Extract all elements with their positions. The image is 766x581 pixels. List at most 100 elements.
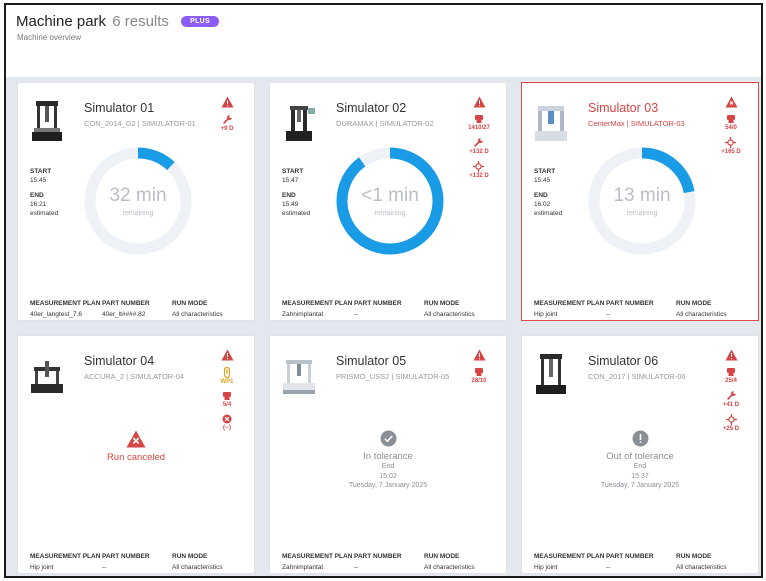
indicator[interactable] [221,349,234,361]
machine-image [28,98,66,144]
part-value: -- [606,564,611,571]
start-time: 15:45 [534,177,551,184]
indicator-list: +9 D [212,96,242,138]
mode-header: RUN MODE [424,300,460,307]
indicator[interactable]: 54/0 [725,114,737,131]
page-title-text: Machine park [16,13,107,30]
status-label: In tolerance [363,451,413,462]
mode-column: RUN MODE All characteristics [172,553,223,571]
mode-header: RUN MODE [172,300,208,307]
part-column: PART NUMBER 40er_lt####.82 [102,300,150,318]
indicator[interactable] [473,349,486,361]
part-value: -- [354,564,359,571]
start-label: START [30,168,52,175]
estimated-label: estimated [534,210,563,217]
part-header: PART NUMBER [102,300,150,307]
mode-column: RUN MODE All characteristics [676,553,727,571]
error-triangle-icon [725,96,738,108]
machine-image [280,351,318,397]
mode-column: RUN MODE All characteristics [172,300,223,318]
mode-value: All characteristics [676,311,727,318]
progress-ring [586,145,698,257]
indicator[interactable] [221,96,234,108]
machine-name[interactable]: Simulator 02 [336,101,407,115]
progress-ring [334,145,446,257]
indicator[interactable]: +165 D [721,137,741,155]
machine-model: CenterMax | SIMULATOR-03 [588,119,685,128]
wrench-icon [222,114,233,125]
start-time: 15:45 [30,177,47,184]
indicator[interactable]: 28/10 [471,367,487,384]
machine-name[interactable]: Simulator 04 [84,354,155,368]
clamp-icon [223,367,231,378]
indicator-value: 28/10 [471,378,487,384]
machine-card[interactable]: Simulator 06 CON_2017 | SIMULATOR-06 25/4 +… [521,335,759,574]
indicator[interactable]: +25 D [723,414,739,432]
plan-header: MEASUREMENT PLAN [30,300,101,307]
machine-card[interactable]: Simulator 03 CenterMax | SIMULATOR-03 54/0… [521,82,759,321]
progress-ring-label: 32 min remaining [82,145,194,257]
remaining-time: 13 min [613,185,671,206]
machine-model: PRISMO_USS2 | SIMULATOR-05 [336,372,450,381]
estimated-label: estimated [282,210,311,217]
indicator-value: 54/0 [725,125,737,131]
remaining-time: <1 min [361,185,419,206]
error-triangle-icon [126,430,146,448]
machine-name[interactable]: Simulator 01 [84,101,155,115]
machine-card[interactable]: Simulator 04 ACCURA_2 | SIMULATOR-04 WP1 5/… [17,335,255,574]
progress-ring [82,145,194,257]
indicator[interactable]: 5/4 [222,391,232,408]
page-subtitle: Machine overview [17,33,82,42]
part-value: -- [102,564,107,571]
indicator-value: 1410/27 [468,125,490,131]
run-times: START 15:45 END 16:02 estimated [534,167,562,218]
mode-value: All characteristics [424,564,475,571]
indicator[interactable]: +9 D [220,114,234,132]
end-label: End [381,463,395,470]
part-header: PART NUMBER [354,300,402,307]
machine-card[interactable]: Simulator 01 CON_2014_G2 | SIMULATOR-01 +9… [17,82,255,321]
plan-column: MEASUREMENT PLAN Hip joint [30,553,100,571]
machine-model: CON_2017 | SIMULATOR-06 [588,372,686,381]
indicator-value: +165 D [721,149,741,155]
machine-name[interactable]: Simulator 05 [336,354,407,368]
plan-value: Zahnimplantat [282,564,324,571]
part-value: 40er_lt####.82 [102,311,146,318]
page-header: Machine park 6 results PLUS Machine over… [6,5,761,77]
indicator[interactable]: WP1 [220,367,234,385]
remaining-label: remaining [626,210,658,217]
machine-card[interactable]: Simulator 05 PRISMO_USS2 | SIMULATOR-05 28… [269,335,507,574]
exclamation-circle-icon [632,430,648,447]
indicator[interactable] [725,96,738,108]
machine-image [280,98,318,144]
end-time: 15:02 [379,472,397,480]
indicator[interactable] [725,349,738,361]
machine-card[interactable]: Simulator 02 DURAMAX | SIMULATOR-02 1410/2… [269,82,507,321]
part-column: PART NUMBER -- [606,553,654,571]
warning-triangle-icon [221,349,234,361]
plan-header: MEASUREMENT PLAN [282,553,353,560]
indicator-value: WP1 [220,379,234,385]
indicator[interactable]: +41 D [723,390,739,408]
plan-value: Zahnimplantat [282,311,324,318]
indicator[interactable]: 1410/27 [468,114,490,131]
start-time: 15:47 [282,177,299,184]
indicator[interactable] [473,96,486,108]
machine-model: CON_2014_G2 | SIMULATOR-01 [84,119,196,128]
start-label: START [534,168,556,175]
plan-column: MEASUREMENT PLAN Hip joint [534,553,604,571]
indicator[interactable]: +132 D [469,161,489,179]
indicator-value: +25 D [722,426,740,432]
part-column: PART NUMBER -- [102,553,150,571]
plan-column: MEASUREMENT PLAN Zahnimplantat [282,553,352,571]
indicator-value: +132 D [469,149,489,155]
machine-name[interactable]: Simulator 06 [588,354,659,368]
indicator-value: +9 D [220,126,234,132]
wrench-icon [726,390,737,401]
indicator[interactable]: 25/4 [725,367,737,384]
mode-header: RUN MODE [676,300,712,307]
machine-name[interactable]: Simulator 03 [588,101,659,115]
indicator[interactable]: (--) [222,414,232,431]
indicator[interactable]: +132 D [469,137,489,155]
plan-header: MEASUREMENT PLAN [30,553,101,560]
